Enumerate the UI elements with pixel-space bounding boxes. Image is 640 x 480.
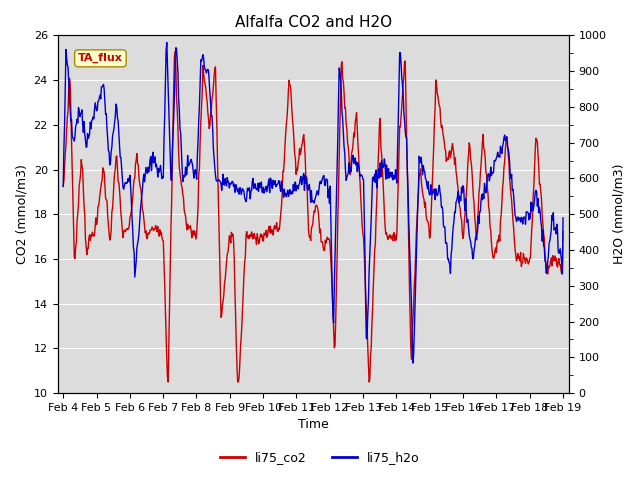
li75_h2o <box>409 360 417 366</box>
li75_co2 <box>60 183 67 189</box>
li75_co2 <box>172 63 180 69</box>
li75_co2 <box>68 168 76 173</box>
li75_h2o <box>163 40 171 46</box>
li75_co2 <box>559 228 567 234</box>
li75_h2o <box>172 63 179 69</box>
li75_h2o <box>68 133 76 139</box>
li75_h2o <box>389 177 397 183</box>
Line: li75_co2: li75_co2 <box>63 52 563 382</box>
li75_co2 <box>164 379 172 385</box>
li75_h2o <box>60 183 67 189</box>
li75_co2 <box>375 143 383 148</box>
li75_h2o <box>559 215 567 221</box>
Title: Alfalfa CO2 and H2O: Alfalfa CO2 and H2O <box>235 15 392 30</box>
li75_co2 <box>390 231 397 237</box>
Y-axis label: CO2 (mmol/m3): CO2 (mmol/m3) <box>15 164 28 264</box>
Y-axis label: H2O (mmol/m3): H2O (mmol/m3) <box>612 164 625 264</box>
li75_co2 <box>120 229 127 235</box>
li75_co2 <box>198 90 206 96</box>
Text: TA_flux: TA_flux <box>78 53 123 63</box>
Legend: li75_co2, li75_h2o: li75_co2, li75_h2o <box>215 446 425 469</box>
li75_h2o <box>374 175 382 181</box>
X-axis label: Time: Time <box>298 419 328 432</box>
li75_co2 <box>172 49 179 55</box>
Line: li75_h2o: li75_h2o <box>63 43 563 363</box>
li75_h2o <box>198 58 205 64</box>
li75_h2o <box>120 186 127 192</box>
